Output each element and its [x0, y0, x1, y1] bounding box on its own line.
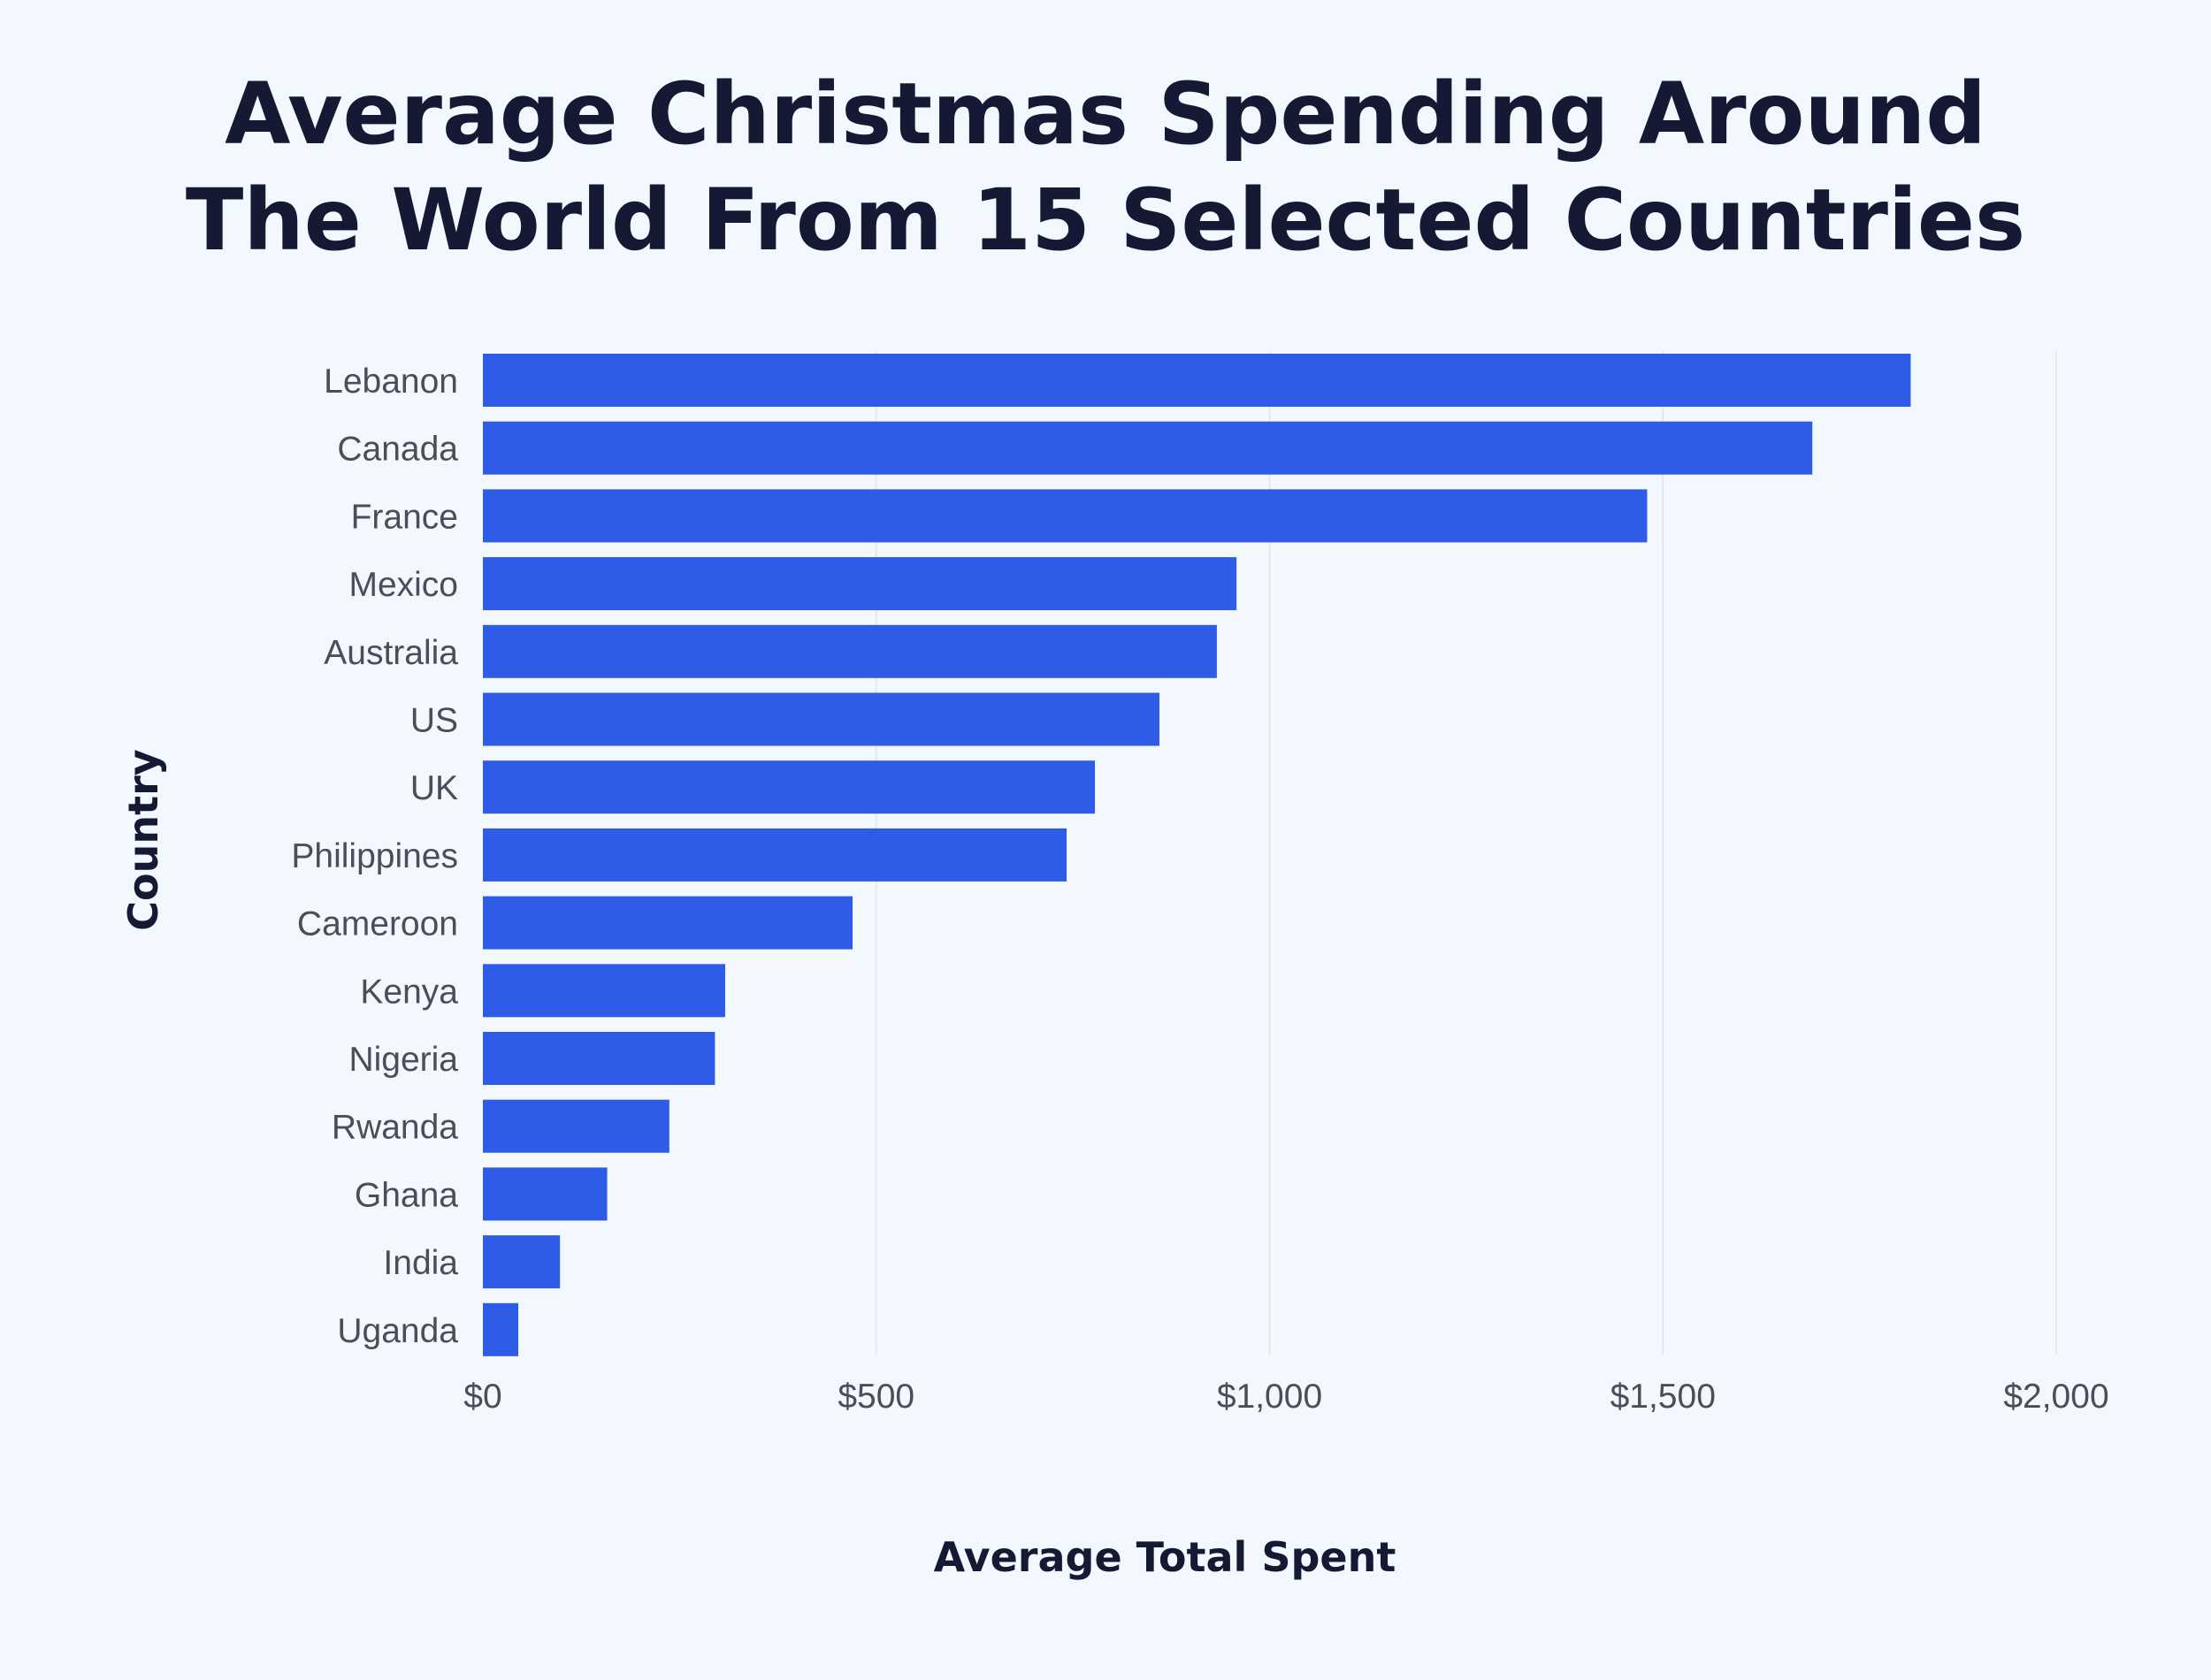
bar-uk — [483, 760, 1096, 814]
category-label-mexico: Mexico — [348, 566, 458, 604]
category-label-uk: UK — [410, 769, 458, 807]
category-label-uganda: Uganda — [337, 1312, 458, 1350]
chart-title-line-2: The World From 15 Selected Countries — [186, 171, 2025, 270]
bar-kenya — [483, 964, 725, 1018]
category-label-us: US — [410, 702, 458, 740]
bar-lebanon — [483, 354, 1911, 407]
chart-title-line-1: Average Christmas Spending Around — [225, 65, 1986, 164]
bar-us — [483, 692, 1159, 746]
x-tick-label: $1,500 — [1610, 1378, 1716, 1416]
category-label-france: France — [351, 498, 458, 536]
category-label-philippines: Philippines — [291, 837, 458, 875]
bar-canada — [483, 421, 1813, 475]
category-label-india: India — [383, 1244, 458, 1282]
bar-uganda — [483, 1302, 519, 1356]
bar-rwanda — [483, 1099, 669, 1153]
x-tick-labels: $0 $500 $1,000 $1,500 $2,000 — [463, 1378, 2108, 1416]
y-axis-title: Country — [119, 749, 167, 931]
x-tick-label: $2,000 — [2003, 1378, 2108, 1416]
category-label-cameroon: Cameroon — [297, 905, 458, 943]
bar-india — [483, 1235, 561, 1289]
bar-mexico — [483, 557, 1237, 611]
bar-cameroon — [483, 896, 853, 950]
x-tick-label: $500 — [838, 1378, 914, 1416]
bar-ghana — [483, 1167, 608, 1221]
category-labels: Lebanon Canada France Mexico Australia US UK Ph… — [291, 363, 458, 1350]
category-label-nigeria: Nigeria — [348, 1041, 458, 1079]
bars — [483, 354, 1911, 1356]
chart-title: Average Christmas Spending Around The Wo… — [186, 65, 2025, 270]
category-label-canada: Canada — [337, 431, 458, 469]
bar-australia — [483, 624, 1217, 678]
x-axis-title: Average Total Spent — [934, 1533, 1396, 1581]
bar-nigeria — [483, 1032, 715, 1085]
category-label-rwanda: Rwanda — [332, 1109, 458, 1147]
category-label-kenya: Kenya — [360, 973, 458, 1011]
x-tick-label: $1,000 — [1217, 1378, 1322, 1416]
category-label-australia: Australia — [324, 634, 458, 672]
x-tick-label: $0 — [463, 1378, 501, 1416]
bar-philippines — [483, 828, 1067, 882]
bar-france — [483, 489, 1648, 543]
category-label-ghana: Ghana — [355, 1176, 458, 1214]
category-label-lebanon: Lebanon — [324, 363, 458, 401]
